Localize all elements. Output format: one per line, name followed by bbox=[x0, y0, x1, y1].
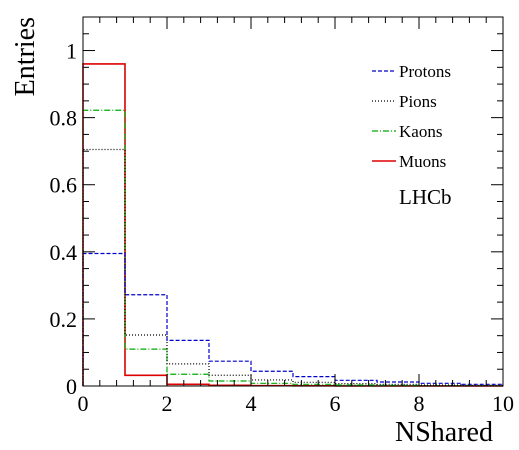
x-tick-label: 2 bbox=[162, 391, 173, 416]
legend-label-kaons: Kaons bbox=[399, 122, 442, 141]
ticks-layer bbox=[82, 16, 504, 387]
series-layer bbox=[82, 63, 503, 387]
y-tick-label: 0.2 bbox=[50, 307, 78, 332]
legend-label-muons: Muons bbox=[399, 152, 446, 171]
x-tick-label: 6 bbox=[330, 391, 341, 416]
x-tick-label: 4 bbox=[246, 391, 257, 416]
series-muons-histogram bbox=[82, 63, 503, 387]
legend: Protons Pions Kaons Muons bbox=[372, 62, 451, 171]
y-tick-label: 0 bbox=[66, 374, 77, 399]
x-axis-title: NShared bbox=[395, 417, 493, 448]
legend-label-pions: Pions bbox=[399, 92, 437, 111]
x-tick-label: 8 bbox=[414, 391, 425, 416]
series-protons-histogram bbox=[82, 252, 503, 386]
y-tick-label: 1 bbox=[66, 39, 77, 64]
x-tick-label: 0 bbox=[78, 391, 89, 416]
y-tick-label: 0.6 bbox=[50, 173, 78, 198]
tick-labels: 0 2 4 6 8 10 0 0.2 0.4 0.6 0.8 1 bbox=[50, 39, 515, 416]
lhcb-annotation: LHCb bbox=[399, 185, 452, 209]
x-tick-label: 10 bbox=[492, 391, 514, 416]
series-kaons-histogram bbox=[82, 109, 503, 387]
legend-label-protons: Protons bbox=[399, 62, 451, 81]
y-tick-label: 0.4 bbox=[50, 240, 78, 265]
y-axis-title: Entries bbox=[10, 17, 41, 96]
y-tick-label: 0.8 bbox=[50, 106, 78, 131]
